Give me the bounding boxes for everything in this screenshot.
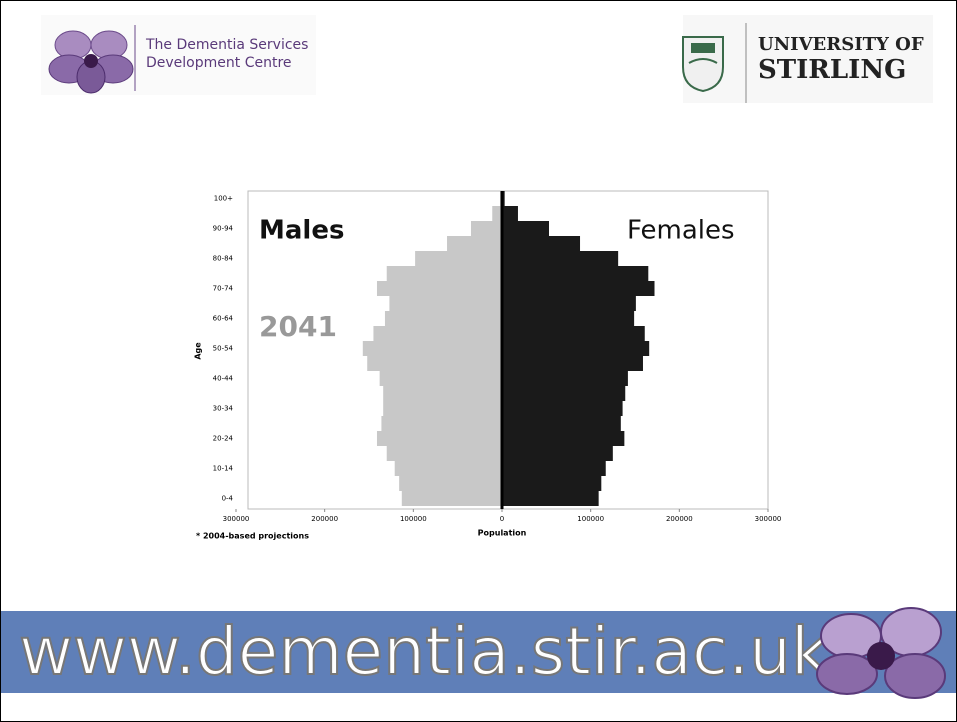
bar bbox=[502, 311, 635, 326]
y-tick-label: 60-64 bbox=[213, 315, 234, 323]
bar bbox=[502, 266, 649, 281]
y-tick-label: 100+ bbox=[214, 195, 233, 203]
x-tick-label: 100000 bbox=[400, 515, 427, 523]
flower-logo bbox=[816, 607, 946, 699]
x-tick-label: 0 bbox=[500, 515, 504, 523]
y-tick-label: 30-34 bbox=[213, 405, 234, 413]
chart-subtitle: 2041 bbox=[259, 310, 337, 343]
logo-panel bbox=[683, 15, 933, 103]
x-tick-label: 100000 bbox=[577, 515, 604, 523]
bar bbox=[502, 371, 628, 386]
bar bbox=[502, 341, 650, 356]
bar bbox=[502, 296, 636, 311]
plot-frame bbox=[247, 190, 769, 510]
bar bbox=[502, 386, 626, 401]
bar bbox=[384, 311, 502, 326]
bar bbox=[386, 446, 502, 461]
bar bbox=[381, 416, 502, 431]
x-tick-label: 300000 bbox=[223, 515, 250, 523]
bar bbox=[383, 386, 502, 401]
footer-url: www.dementia.stir.ac.uk bbox=[19, 613, 830, 690]
bar bbox=[502, 491, 599, 506]
x-axis-label: Population bbox=[478, 529, 527, 538]
y-tick-label: 70-74 bbox=[213, 285, 234, 293]
y-tick-label: 40-44 bbox=[213, 375, 234, 383]
legend-label: Males bbox=[259, 216, 344, 246]
bar bbox=[502, 281, 655, 296]
bar bbox=[389, 296, 502, 311]
bar bbox=[373, 326, 502, 341]
bar bbox=[502, 206, 518, 221]
bar bbox=[502, 416, 621, 431]
flower-logo bbox=[48, 30, 134, 94]
bar bbox=[399, 476, 502, 491]
bar bbox=[394, 461, 502, 476]
bar bbox=[502, 431, 625, 446]
y-axis-label: Age bbox=[194, 342, 203, 360]
bar bbox=[376, 431, 502, 446]
note: * 2004-based projections bbox=[196, 532, 309, 541]
bar bbox=[502, 476, 602, 491]
bar bbox=[502, 356, 643, 371]
y-tick-label: 20-24 bbox=[213, 435, 234, 443]
bar bbox=[502, 221, 549, 236]
bar bbox=[492, 206, 502, 221]
bar bbox=[502, 236, 581, 251]
y-tick-label: 50-54 bbox=[213, 345, 234, 353]
bar bbox=[502, 326, 645, 341]
y-tick-label: 80-84 bbox=[213, 255, 234, 263]
bar bbox=[376, 281, 502, 296]
bar bbox=[502, 251, 619, 266]
x-tick-label: 200000 bbox=[311, 515, 338, 523]
x-tick-label: 300000 bbox=[755, 515, 782, 523]
bar bbox=[401, 491, 502, 506]
bar bbox=[502, 461, 606, 476]
footer-band bbox=[1, 611, 956, 693]
bar bbox=[415, 251, 502, 266]
logo-text: UNIVERSITY OF bbox=[758, 34, 924, 55]
bar bbox=[447, 236, 502, 251]
legend-label: Females bbox=[627, 216, 735, 246]
bar bbox=[502, 401, 623, 416]
bar bbox=[362, 341, 502, 356]
logo-text: The Dementia Services bbox=[145, 37, 308, 53]
bar bbox=[367, 356, 502, 371]
bar bbox=[386, 266, 502, 281]
bar bbox=[470, 221, 502, 236]
logo-text: STIRLING bbox=[758, 55, 906, 85]
bar bbox=[502, 446, 613, 461]
y-tick-label: 90-94 bbox=[213, 225, 234, 233]
crest bbox=[682, 36, 724, 93]
x-tick-label: 200000 bbox=[666, 515, 693, 523]
logo-text: Development Centre bbox=[146, 55, 292, 71]
bar bbox=[379, 371, 502, 386]
y-tick-label: 0-4 bbox=[222, 495, 234, 503]
bar bbox=[383, 401, 502, 416]
y-tick-label: 10-14 bbox=[213, 465, 234, 473]
